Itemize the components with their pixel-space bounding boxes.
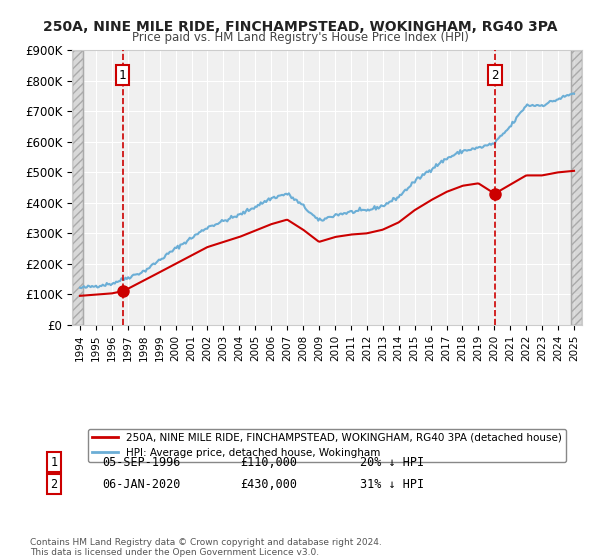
Text: 2: 2 bbox=[491, 68, 499, 82]
Text: 06-JAN-2020: 06-JAN-2020 bbox=[102, 478, 181, 491]
Text: Price paid vs. HM Land Registry's House Price Index (HPI): Price paid vs. HM Land Registry's House … bbox=[131, 31, 469, 44]
Text: £110,000: £110,000 bbox=[240, 455, 297, 469]
Text: Contains HM Land Registry data © Crown copyright and database right 2024.
This d: Contains HM Land Registry data © Crown c… bbox=[30, 538, 382, 557]
Text: 2: 2 bbox=[50, 478, 58, 491]
Text: 31% ↓ HPI: 31% ↓ HPI bbox=[360, 478, 424, 491]
Text: £430,000: £430,000 bbox=[240, 478, 297, 491]
Bar bbox=[72, 50, 83, 325]
Bar bbox=[571, 50, 582, 325]
Bar bbox=[72, 50, 83, 325]
Text: 05-SEP-1996: 05-SEP-1996 bbox=[102, 455, 181, 469]
Text: 250A, NINE MILE RIDE, FINCHAMPSTEAD, WOKINGHAM, RG40 3PA: 250A, NINE MILE RIDE, FINCHAMPSTEAD, WOK… bbox=[43, 20, 557, 34]
Text: 20% ↓ HPI: 20% ↓ HPI bbox=[360, 455, 424, 469]
Text: 1: 1 bbox=[119, 68, 126, 82]
Bar bbox=[571, 50, 582, 325]
Legend: 250A, NINE MILE RIDE, FINCHAMPSTEAD, WOKINGHAM, RG40 3PA (detached house), HPI: : 250A, NINE MILE RIDE, FINCHAMPSTEAD, WOK… bbox=[88, 429, 566, 462]
Text: 1: 1 bbox=[50, 455, 58, 469]
